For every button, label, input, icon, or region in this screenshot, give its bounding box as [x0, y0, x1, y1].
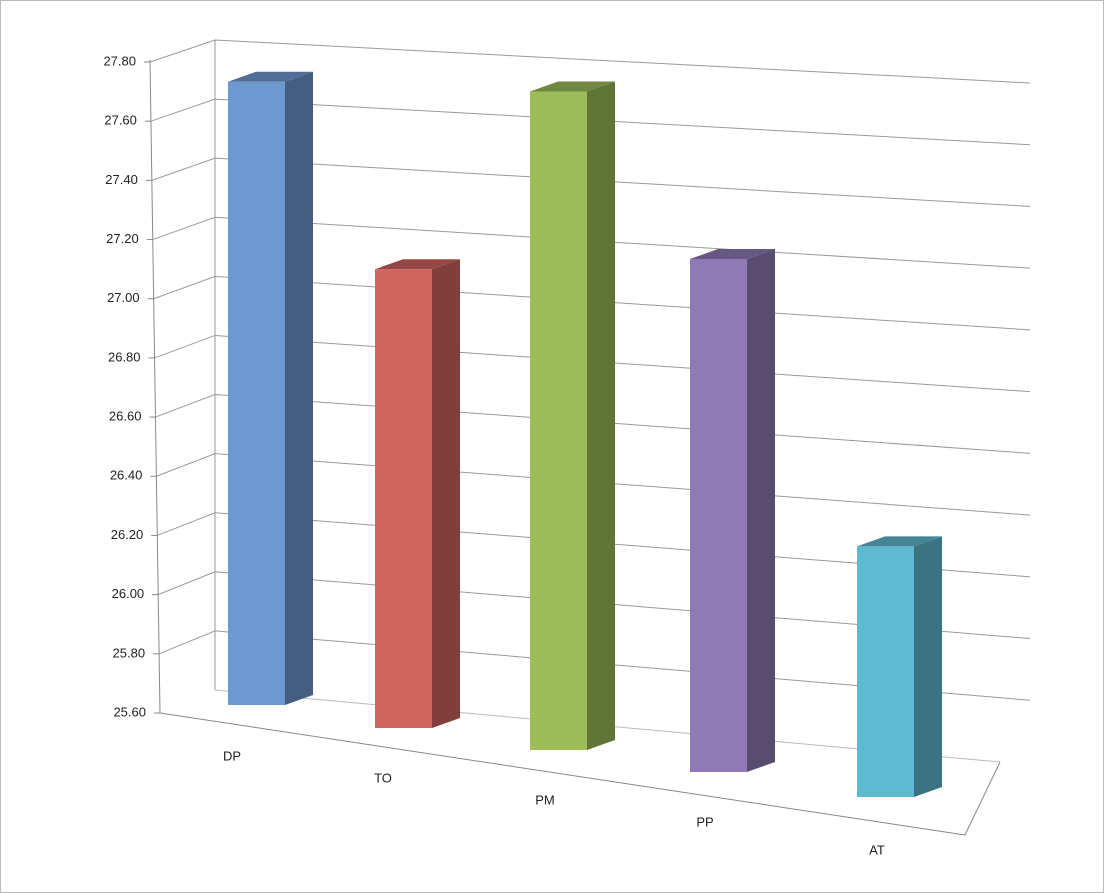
y-tick-label: 25.80 — [113, 645, 146, 660]
x-tick-label: TO — [374, 770, 392, 785]
bar-top — [530, 81, 615, 92]
y-tick-label: 25.60 — [113, 704, 146, 719]
bar-side — [432, 259, 460, 728]
bar-side — [587, 81, 615, 751]
floor-right-edge — [964, 761, 1001, 836]
y-tick-label: 26.80 — [108, 349, 141, 364]
y-tick-label: 27.60 — [104, 113, 137, 128]
y-tick-label: 27.20 — [106, 231, 139, 246]
bar-top — [228, 71, 313, 82]
bar-side — [747, 249, 775, 772]
bar — [857, 546, 914, 797]
bar — [375, 269, 432, 728]
y-tick-label: 26.00 — [112, 586, 145, 601]
x-tick-label: PP — [696, 814, 713, 829]
y-tick-label: 27.00 — [107, 290, 140, 305]
bar-top — [375, 259, 460, 270]
y-axis-line — [149, 59, 161, 714]
y-tick-label: 26.40 — [110, 468, 143, 483]
y-tick-label: 26.20 — [111, 527, 144, 542]
bar — [690, 259, 747, 772]
bar-side — [914, 536, 942, 797]
x-tick-label: DP — [223, 748, 241, 763]
bars — [228, 71, 942, 797]
bar — [228, 81, 285, 706]
bar-side — [285, 71, 313, 706]
bar-top — [690, 249, 775, 259]
x-tick-label: AT — [869, 842, 885, 857]
bar — [530, 91, 587, 751]
y-tick-label: 27.40 — [105, 172, 138, 187]
bar-top — [857, 536, 942, 547]
x-tick-label: PM — [535, 792, 555, 807]
floor-front-edge — [159, 712, 966, 836]
y-tick-label: 27.80 — [103, 53, 136, 68]
y-tick-label: 26.60 — [109, 409, 142, 424]
